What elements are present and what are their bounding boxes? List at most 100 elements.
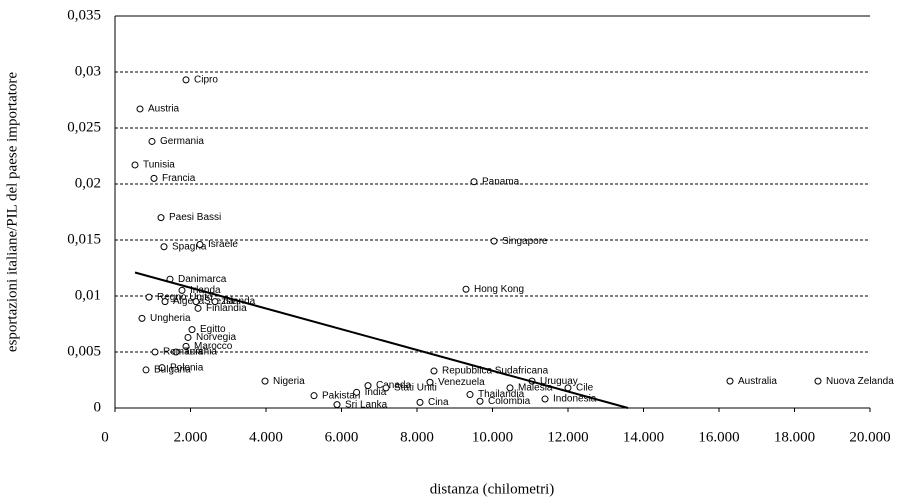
point <box>182 342 190 350</box>
x-tick-label: 14.000 <box>623 429 664 445</box>
y-tick-label: 0,015 <box>67 231 101 247</box>
point-label: Austria <box>148 104 180 115</box>
point <box>157 214 165 222</box>
point-label: Regno Unito <box>157 292 213 303</box>
point-label: Egitto <box>200 324 226 335</box>
x-tick-label: 0 <box>101 429 109 445</box>
point <box>184 333 192 341</box>
point-label: Malesia <box>518 382 553 393</box>
point-label: Venezuela <box>438 377 485 388</box>
point <box>142 366 150 374</box>
point <box>261 377 269 385</box>
point <box>172 348 180 356</box>
point <box>192 298 200 306</box>
point <box>136 105 144 113</box>
point <box>194 304 202 312</box>
y-tick-label: 0,02 <box>75 175 101 191</box>
y-tick-label: 0,035 <box>67 7 101 23</box>
point-label: Bulgaria <box>154 365 191 376</box>
point-label: Panama <box>482 176 520 187</box>
y-axis-title: esportazioni italiane/PIL del paese impo… <box>4 72 20 353</box>
point-label: Canada <box>376 380 411 391</box>
point <box>158 364 166 372</box>
point <box>353 388 361 396</box>
point-label: Irlanda <box>190 285 221 296</box>
point-label: Thailandia <box>478 389 525 400</box>
x-tick-label: 10.000 <box>472 429 513 445</box>
point <box>364 382 372 390</box>
point <box>470 178 478 186</box>
point-label: Norvegia <box>196 332 236 343</box>
point-label: Cile <box>576 382 594 393</box>
point <box>188 326 196 334</box>
point-label: Tunisia <box>143 160 175 171</box>
point-label: Ungheria <box>150 313 191 324</box>
point-label: Sri Lanka <box>345 399 388 410</box>
point <box>150 174 158 182</box>
point-label: Turchia <box>184 347 217 358</box>
x-tick-label: 12.000 <box>547 429 588 445</box>
point <box>196 240 204 248</box>
x-tick-label: 18.000 <box>774 429 815 445</box>
point <box>151 348 159 356</box>
point-label: Algeria <box>173 296 205 307</box>
y-tick-label: 0,01 <box>75 287 101 303</box>
point <box>211 298 219 306</box>
point <box>416 398 424 406</box>
point-label: Romania <box>163 347 203 358</box>
point-label: Stati Uniti <box>394 382 437 393</box>
point <box>430 367 438 375</box>
point <box>333 401 341 409</box>
point-label: Indonesia <box>553 394 597 405</box>
point-label: Polonia <box>170 362 204 373</box>
point-label: Spagna <box>172 241 207 252</box>
point <box>814 377 822 385</box>
y-tick-label: 0 <box>94 399 102 415</box>
point <box>462 285 470 293</box>
point-label: Svezia <box>204 296 234 307</box>
y-tick-label: 0,005 <box>67 343 101 359</box>
point-label: Cipro <box>194 74 218 85</box>
point <box>178 286 186 294</box>
point-label: Hong Kong <box>474 284 524 295</box>
point-label: Pakistan <box>322 390 360 401</box>
x-tick-label: 2.000 <box>174 429 208 445</box>
point-label: Australia <box>738 376 777 387</box>
point-label: Francia <box>162 173 196 184</box>
point-label: Paesi Bassi <box>169 212 221 223</box>
x-tick-label: 4.000 <box>249 429 283 445</box>
point-label: Nuova Zelanda <box>826 376 894 387</box>
x-tick-label: 6.000 <box>325 429 359 445</box>
point <box>426 378 434 386</box>
x-tick-label: 8.000 <box>400 429 434 445</box>
x-axis-title: distanza (chilometri) <box>430 481 555 497</box>
point <box>466 391 474 399</box>
point-label: Marocco <box>194 341 233 352</box>
point-label: India <box>365 387 387 398</box>
point <box>138 314 146 322</box>
point <box>161 298 169 306</box>
point-label: Colombia <box>488 396 531 407</box>
point <box>490 237 498 245</box>
point <box>131 161 139 169</box>
point-label: Singapore <box>502 236 548 247</box>
point-label: Cina <box>428 397 449 408</box>
trendline <box>134 271 629 409</box>
point-label: Uruguay <box>540 376 578 387</box>
point <box>148 137 156 145</box>
point <box>382 384 390 392</box>
point <box>541 395 549 403</box>
point-label: Danimarca <box>178 274 227 285</box>
y-tick-label: 0,025 <box>67 119 101 135</box>
point <box>726 377 734 385</box>
point <box>160 243 168 251</box>
x-tick-label: 16.000 <box>698 429 739 445</box>
point-label: Germania <box>160 136 204 147</box>
point <box>145 293 153 301</box>
point <box>506 384 514 392</box>
point-label: Israele <box>208 239 238 250</box>
point <box>182 76 190 84</box>
point-label: Finlandia <box>206 303 247 314</box>
point <box>310 392 318 400</box>
